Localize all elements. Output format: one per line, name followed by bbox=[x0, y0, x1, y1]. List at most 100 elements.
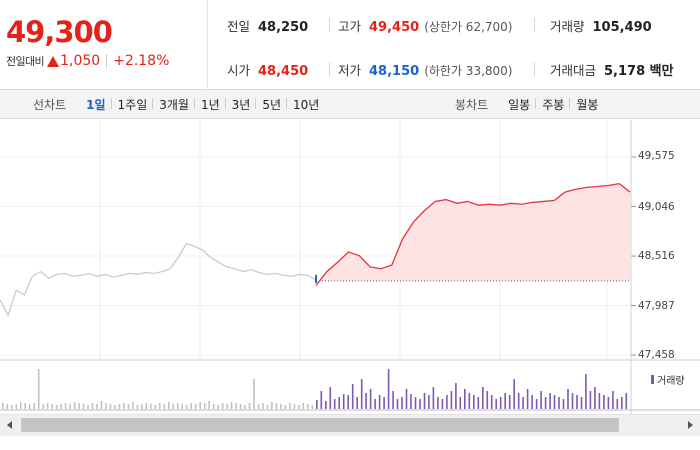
volume-bar bbox=[136, 405, 139, 409]
period-1d[interactable]: 1일 bbox=[86, 98, 106, 112]
change-percent: +2.18% bbox=[113, 53, 170, 69]
volume-bar bbox=[455, 383, 457, 409]
volume-bar bbox=[342, 394, 345, 409]
volume-bar bbox=[553, 395, 556, 409]
volume-bar bbox=[333, 399, 336, 409]
period-3y[interactable]: 3년 bbox=[224, 96, 257, 113]
volume-bar bbox=[244, 405, 246, 409]
volume-bar bbox=[96, 404, 98, 409]
scrollbar-thumb[interactable] bbox=[21, 418, 619, 432]
volume-bar bbox=[365, 393, 367, 409]
volume-bar bbox=[181, 404, 183, 409]
stat-label: 전일 bbox=[227, 19, 251, 34]
volume-swatch bbox=[651, 375, 654, 384]
y-tick-label: 48,516 bbox=[638, 250, 675, 262]
volume-bar bbox=[428, 395, 430, 409]
stat-label: 저가 bbox=[338, 63, 362, 78]
stat-value: 5,178 백만 bbox=[604, 64, 674, 79]
volume-bar bbox=[423, 393, 426, 409]
volume-bar bbox=[64, 403, 67, 409]
volume-bar bbox=[114, 405, 116, 409]
stock-header: 49,300 전일대비 1,050 +2.18% 전일 48,250 고가 49… bbox=[0, 0, 700, 90]
volume-bar bbox=[163, 404, 166, 409]
candle-monthly[interactable]: 월봉 bbox=[569, 96, 604, 113]
chart-toolbar: 선차트 1일 1주일 3개월 1년 3년 5년 10년 봉차트 일봉 주봉 월봉 bbox=[0, 90, 700, 119]
volume-bar bbox=[91, 403, 94, 409]
volume-bar bbox=[28, 404, 31, 409]
volume-bar bbox=[356, 397, 358, 409]
volume-bar bbox=[396, 399, 399, 409]
volume-bar bbox=[549, 393, 551, 409]
volume-bar bbox=[477, 397, 480, 409]
volume-bar bbox=[401, 397, 403, 409]
y-tick-label: 47,987 bbox=[638, 300, 675, 312]
volume-bar bbox=[46, 403, 49, 409]
y-tick-label: 47,458 bbox=[638, 349, 675, 361]
stats-grid: 전일 48,250 고가 49,450 (상한가 62,700) 거래량 105… bbox=[208, 0, 700, 90]
period-5y[interactable]: 5년 bbox=[255, 96, 287, 113]
volume-bar bbox=[571, 393, 574, 409]
volume-legend-label: 거래량 bbox=[657, 376, 685, 387]
volume-bar bbox=[141, 404, 143, 409]
volume-bar bbox=[504, 393, 506, 409]
volume-bar bbox=[51, 404, 53, 409]
volume-bar bbox=[194, 404, 197, 409]
stat-sub: (하한가 33,800) bbox=[424, 64, 513, 78]
volume-bar bbox=[284, 405, 287, 409]
volume-bar bbox=[226, 404, 228, 409]
scroll-right-icon[interactable] bbox=[688, 421, 693, 429]
volume-bar bbox=[589, 391, 592, 409]
volume-bar bbox=[603, 395, 605, 409]
scroll-left-icon[interactable] bbox=[7, 421, 12, 429]
volume-bar bbox=[612, 391, 614, 409]
stat-label: 거래대금 bbox=[550, 63, 597, 78]
volume-bar bbox=[185, 405, 188, 409]
candle-daily[interactable]: 일봉 bbox=[508, 98, 531, 112]
volume-bar bbox=[562, 399, 565, 409]
stat-label: 고가 bbox=[338, 19, 362, 34]
volume-bar bbox=[105, 403, 107, 409]
candle-weekly[interactable]: 주봉 bbox=[535, 96, 570, 113]
volume-bar bbox=[168, 402, 170, 409]
change-label: 전일대비 bbox=[6, 55, 45, 68]
stat-trade-value: 거래대금 5,178 백만 bbox=[550, 60, 674, 79]
volume-bar bbox=[320, 391, 323, 409]
divider bbox=[534, 62, 535, 76]
stat-label: 거래량 bbox=[550, 19, 585, 34]
volume-bar bbox=[486, 391, 489, 409]
chart-scrollbar[interactable] bbox=[0, 414, 700, 436]
period-1w[interactable]: 1주일 bbox=[110, 96, 154, 113]
volume-bar bbox=[526, 389, 529, 409]
period-10y[interactable]: 10년 bbox=[286, 96, 325, 113]
volume-bar bbox=[468, 393, 471, 409]
period-3m[interactable]: 3개월 bbox=[152, 96, 195, 113]
y-tick-label: 49,046 bbox=[638, 201, 675, 213]
stat-value: 48,150 bbox=[369, 64, 420, 79]
volume-bar bbox=[567, 389, 569, 409]
volume-bar bbox=[82, 404, 85, 409]
volume-bar bbox=[392, 391, 394, 409]
volume-bar bbox=[329, 387, 332, 409]
volume-bar bbox=[558, 397, 560, 409]
intraday-chart: 49,575 49,046 48,516 47,987 47,458 거래량 bbox=[0, 120, 700, 450]
volume-bar bbox=[594, 387, 596, 409]
previous-day-price-line bbox=[0, 242, 317, 318]
today-price-line bbox=[315, 182, 631, 286]
volume-bar bbox=[123, 403, 125, 409]
volume-bar bbox=[410, 394, 412, 409]
volume-bar bbox=[482, 387, 484, 409]
volume-bar bbox=[145, 403, 148, 409]
today-price-area bbox=[316, 183, 630, 286]
volume-bar bbox=[585, 374, 587, 409]
stat-low: 저가 48,150 (하한가 33,800) bbox=[338, 60, 512, 79]
volume-bar bbox=[302, 403, 305, 409]
stat-value: 48,250 bbox=[258, 20, 309, 35]
volume-bar bbox=[459, 397, 462, 409]
volume-bar bbox=[24, 403, 26, 409]
volume-bar bbox=[580, 397, 583, 409]
volume-bar bbox=[78, 403, 80, 409]
volume-bar bbox=[625, 393, 628, 409]
stat-high: 고가 49,450 (상한가 62,700) bbox=[338, 16, 512, 35]
volume-bar bbox=[540, 391, 542, 409]
period-1y[interactable]: 1년 bbox=[193, 96, 226, 113]
